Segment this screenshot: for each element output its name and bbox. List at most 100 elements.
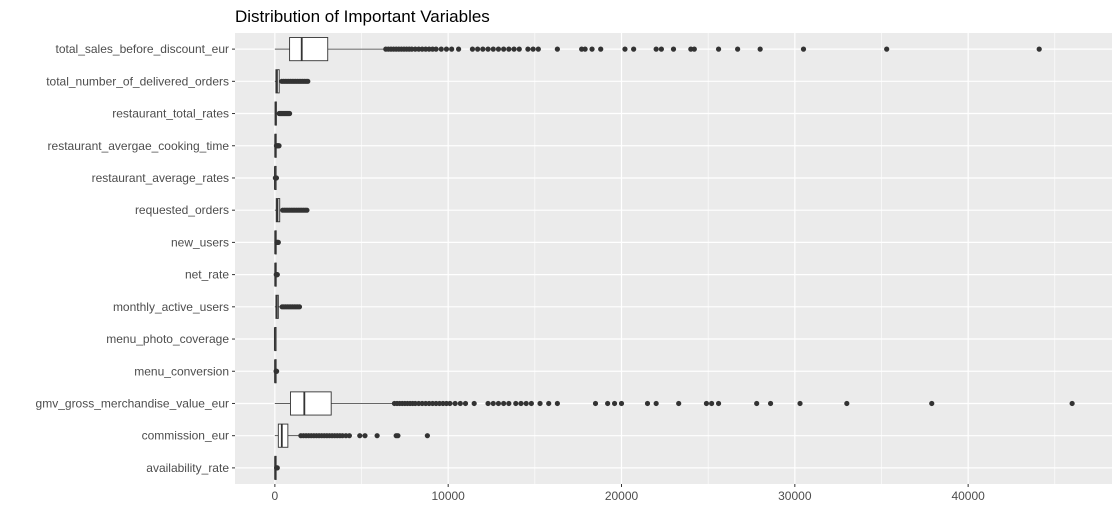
box-iqr <box>277 423 289 448</box>
outlier-point <box>554 400 560 407</box>
box-commission_eur <box>274 423 430 448</box>
outlier-point <box>528 400 534 407</box>
outlier-point <box>469 46 476 52</box>
outlier-point <box>631 46 637 52</box>
y-tick-label: restaurant_average_rates <box>92 171 229 185</box>
box-total_number_of_delivered_orders <box>274 69 311 94</box>
box-restaurant_total_rates <box>274 101 293 126</box>
outlier-point <box>447 400 453 407</box>
outlier-point <box>273 175 280 181</box>
box-restaurant_avergae_cooking_time <box>273 133 282 158</box>
y-tick-label: restaurant_avergae_cooking_time <box>48 139 230 153</box>
outlier-point <box>844 400 850 407</box>
x-tick-label: 0 <box>272 489 279 503</box>
y-tick-label: monthly_active_users <box>113 300 229 314</box>
outlier-point <box>516 46 522 52</box>
outlier-point <box>670 46 677 52</box>
outlier-point <box>605 400 611 407</box>
outlier-point <box>1069 400 1075 407</box>
y-tick-label: menu_photo_coverage <box>106 332 229 346</box>
outlier-point <box>455 46 462 52</box>
outlier-point <box>929 400 935 407</box>
outlier-point <box>374 433 380 439</box>
outlier-point <box>644 400 651 407</box>
outlier-point <box>513 400 519 407</box>
outlier-point <box>438 46 444 52</box>
outlier-point <box>518 400 524 407</box>
outlier-point <box>735 46 741 52</box>
outlier-point <box>449 46 455 52</box>
x-tick-label: 40000 <box>951 489 985 503</box>
outlier-point <box>274 465 280 471</box>
x-axis: 0 10000 20000 30000 40000 <box>272 484 985 503</box>
y-tick-label: restaurant_total_rates <box>112 107 229 121</box>
outlier-point <box>480 46 486 52</box>
outlier-point <box>506 400 512 407</box>
outlier-point <box>622 46 628 52</box>
outlier-point <box>357 433 363 439</box>
y-axis: total_sales_before_discount_eur total_num… <box>36 42 235 475</box>
box-new_users <box>274 230 281 255</box>
chart-title: Distribution of Important Variables <box>235 7 490 26</box>
outlier-point <box>754 400 760 407</box>
outlier-point <box>490 46 496 52</box>
outlier-point <box>475 46 481 52</box>
y-tick-label: net_rate <box>185 268 229 282</box>
y-tick-label: new_users <box>171 235 229 249</box>
box-gmv_gross_merchandise_value_eur <box>274 391 1075 416</box>
outlier-point <box>767 400 774 407</box>
outlier-point <box>501 400 507 407</box>
outlier-point <box>485 400 491 407</box>
outlier-point <box>273 368 280 374</box>
y-tick-label: total_number_of_delivered_orders <box>46 74 229 88</box>
outlier-point <box>276 143 282 149</box>
outlier-point <box>462 400 469 407</box>
outlier-point <box>490 400 496 407</box>
y-tick-label: menu_conversion <box>134 364 229 378</box>
outlier-point <box>471 400 477 407</box>
outlier-point <box>305 78 311 84</box>
outlier-point <box>618 400 625 407</box>
outlier-point <box>1036 46 1042 52</box>
plot-panel <box>235 33 1112 484</box>
outlier-point <box>653 400 659 407</box>
outlier-point <box>362 433 368 439</box>
outlier-point <box>395 433 401 439</box>
outlier-point <box>800 46 807 52</box>
outlier-point <box>715 400 722 407</box>
box-menu_conversion <box>273 359 280 384</box>
outlier-point <box>304 207 310 213</box>
boxes <box>272 37 1075 480</box>
outlier-point <box>424 433 430 439</box>
outlier-point <box>653 46 659 52</box>
grid-minor <box>361 33 1056 484</box>
outlier-point <box>443 46 450 52</box>
outlier-point <box>589 46 595 52</box>
outlier-point <box>546 400 552 407</box>
box-requested_orders <box>274 198 310 223</box>
box-availability_rate <box>273 455 280 480</box>
x-tick-label: 20000 <box>605 489 639 503</box>
box-iqr <box>290 391 332 416</box>
outlier-point <box>346 433 352 439</box>
outlier-point <box>535 46 541 52</box>
y-tick-label: total_sales_before_discount_eur <box>56 42 229 56</box>
outlier-point <box>709 400 715 407</box>
x-tick-label: 30000 <box>778 489 812 503</box>
y-tick-label: commission_eur <box>142 429 229 443</box>
outlier-point <box>506 46 512 52</box>
outlier-point <box>501 46 507 52</box>
outlier-point <box>703 400 710 407</box>
box-total_sales_before_discount_eur <box>274 37 1042 62</box>
outlier-point <box>537 400 543 407</box>
outlier-point <box>592 400 599 407</box>
outlier-point <box>457 400 463 407</box>
box-iqr <box>289 37 329 62</box>
outlier-point <box>452 400 458 407</box>
y-tick-label: gmv_gross_merchandise_value_eur <box>36 396 229 410</box>
outlier-point <box>296 304 303 310</box>
outlier-point <box>554 46 560 52</box>
outlier-point <box>530 46 536 52</box>
outlier-point <box>676 400 682 407</box>
outlier-point <box>274 272 280 278</box>
